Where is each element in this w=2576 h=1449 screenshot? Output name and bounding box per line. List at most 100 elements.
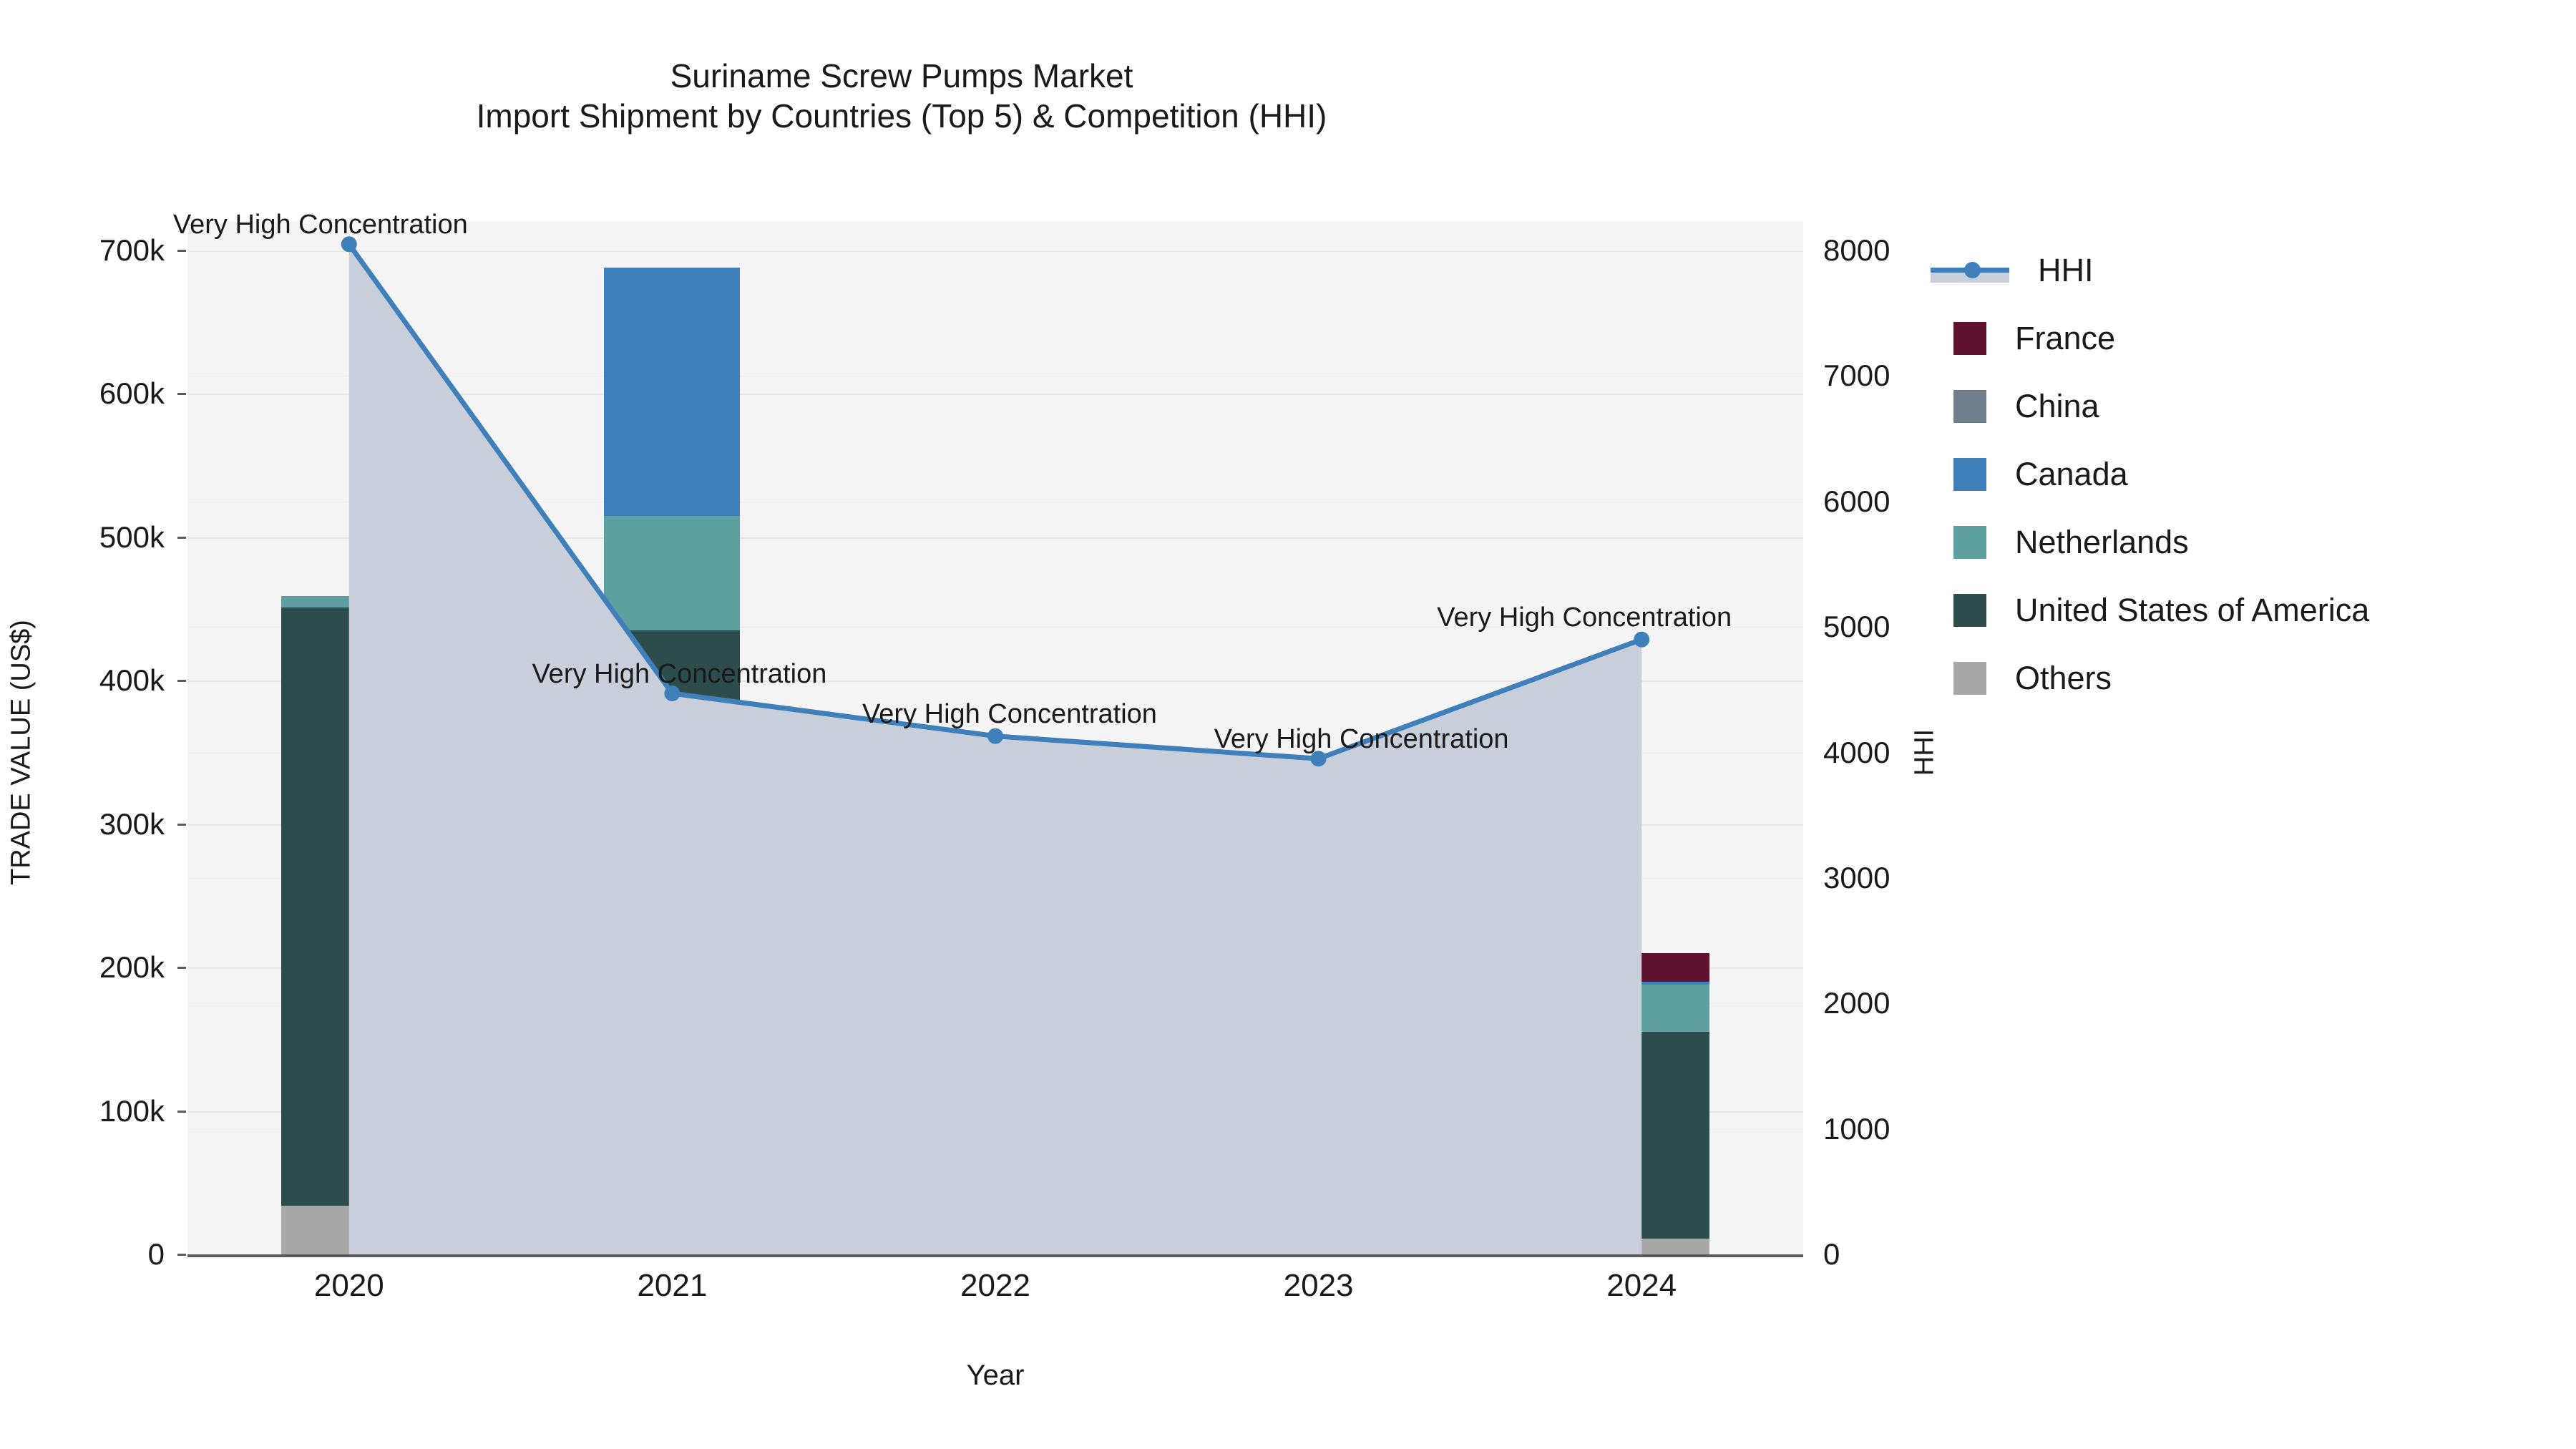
legend-item-label: Others bbox=[2015, 660, 2112, 696]
hhi-annotation: Very High Concentration bbox=[1437, 602, 1732, 633]
gridline-minor bbox=[187, 250, 1803, 251]
y-axis-right-title: HHI bbox=[1909, 728, 1940, 776]
x-axis-tick-label: 2022 bbox=[960, 1268, 1030, 1303]
x-axis-tick-label: 2020 bbox=[313, 1268, 384, 1303]
legend-item[interactable]: France bbox=[1953, 304, 2562, 372]
bar-segment[interactable] bbox=[280, 608, 417, 1206]
bar-stack[interactable] bbox=[1574, 953, 1710, 1254]
hhi-annotation: Very High Concentration bbox=[862, 698, 1157, 729]
bar-segment[interactable] bbox=[604, 515, 741, 631]
bar-segment[interactable] bbox=[604, 630, 741, 1236]
legend-color-swatch bbox=[1953, 525, 1986, 559]
y-axis-left-tick-mark bbox=[177, 536, 186, 539]
y-axis-right-tick-label: 7000 bbox=[1823, 358, 1890, 393]
y-axis-left-tick-label: 400k bbox=[99, 663, 165, 698]
gridline-major bbox=[187, 394, 1803, 396]
y-axis-left-tick-mark bbox=[177, 680, 186, 683]
legend-item-label: China bbox=[2015, 388, 2099, 424]
chart-title-line-2: Import Shipment by Countries (Top 5) & C… bbox=[476, 97, 1327, 135]
bar-segment[interactable] bbox=[1574, 982, 1710, 985]
legend-color-swatch bbox=[1953, 457, 1986, 491]
bar-segment[interactable] bbox=[280, 596, 417, 608]
gridline-major bbox=[187, 537, 1803, 539]
y-axis-left-tick-mark bbox=[177, 393, 186, 396]
hhi-marker[interactable] bbox=[1634, 631, 1650, 648]
bar-stack[interactable] bbox=[927, 962, 1063, 1254]
x-axis-tick-label: 2023 bbox=[1283, 1268, 1354, 1303]
x-axis-tick-label: 2021 bbox=[637, 1268, 708, 1303]
bar-segment[interactable] bbox=[1250, 966, 1387, 972]
x-axis-title: Year bbox=[966, 1360, 1025, 1391]
y-axis-right-tick-label: 8000 bbox=[1823, 233, 1890, 267]
y-axis-right-tick-label: 2000 bbox=[1823, 986, 1890, 1020]
legend-color-swatch bbox=[1953, 321, 1986, 355]
legend-item[interactable]: United States of America bbox=[1953, 576, 2562, 644]
gridline-minor bbox=[187, 877, 1803, 879]
gridline-major bbox=[187, 824, 1803, 826]
x-axis-line bbox=[187, 1254, 1803, 1257]
y-axis-right-tick-label: 1000 bbox=[1823, 1111, 1890, 1146]
legend-item[interactable]: Canada bbox=[1953, 440, 2562, 508]
legend-item[interactable]: China bbox=[1953, 372, 2562, 440]
legend-item-label: France bbox=[2015, 320, 2116, 356]
bar-stack[interactable] bbox=[280, 596, 417, 1254]
y-axis-left-tick-label: 200k bbox=[99, 950, 165, 985]
legend-line-marker-icon bbox=[1931, 254, 2009, 287]
y-axis-right-tick-label: 5000 bbox=[1823, 610, 1890, 644]
y-axis-left-tick-label: 500k bbox=[99, 519, 165, 554]
legend-item[interactable]: Netherlands bbox=[1953, 508, 2562, 576]
bar-segment[interactable] bbox=[604, 1235, 741, 1254]
legend-marker-dot bbox=[1964, 261, 1981, 278]
hhi-annotation: Very High Concentration bbox=[172, 210, 468, 240]
bar-segment[interactable] bbox=[927, 997, 1063, 1063]
bar-segment[interactable] bbox=[1574, 985, 1710, 1033]
legend-item-label: Netherlands bbox=[2015, 524, 2189, 560]
bar-stack[interactable] bbox=[604, 268, 741, 1254]
y-axis-left-tick-mark bbox=[177, 1254, 186, 1256]
legend-item-label: Canada bbox=[2015, 456, 2128, 492]
gridline-major bbox=[187, 680, 1803, 683]
y-axis-left-tick-label: 100k bbox=[99, 1093, 165, 1128]
chart-legend: HHI France China Canada Netherlands United St… bbox=[1931, 236, 2562, 712]
y-axis-left-title: TRADE VALUE (US$) bbox=[6, 620, 36, 885]
y-axis-left-tick-mark bbox=[177, 1110, 186, 1113]
legend-item-label: HHI bbox=[2038, 252, 2094, 288]
bar-segment[interactable] bbox=[1574, 1032, 1710, 1239]
y-axis-right-tick-label: 4000 bbox=[1823, 735, 1890, 769]
plot-area: Very High Concentration Very High Concent… bbox=[173, 210, 1803, 1256]
hhi-annotation: Very High Concentration bbox=[532, 659, 827, 690]
bar-segment[interactable] bbox=[1250, 1129, 1387, 1229]
x-axis-tick-label: 2024 bbox=[1606, 1268, 1677, 1303]
bar-segment[interactable] bbox=[604, 268, 741, 516]
y-axis-left-tick-label: 300k bbox=[99, 806, 165, 841]
chart-title-line-1: Suriname Screw Pumps Market bbox=[670, 57, 1133, 94]
y-axis-right-tick-label: 3000 bbox=[1823, 860, 1890, 894]
legend-color-swatch bbox=[1953, 389, 1986, 423]
bar-segment[interactable] bbox=[1574, 953, 1710, 982]
bar-segment[interactable] bbox=[1250, 1228, 1387, 1254]
hhi-marker[interactable] bbox=[987, 728, 1003, 744]
y-axis-right-tick-label: 0 bbox=[1823, 1237, 1840, 1271]
y-axis-left-tick-mark bbox=[177, 250, 186, 252]
y-axis-right-tick-label: 6000 bbox=[1823, 484, 1890, 518]
y-axis-left-tick-mark bbox=[177, 823, 186, 826]
bar-segment[interactable] bbox=[1250, 972, 1387, 1130]
bar-segment[interactable] bbox=[280, 1205, 417, 1254]
bar-stack[interactable] bbox=[1250, 966, 1387, 1254]
bar-segment[interactable] bbox=[1574, 1238, 1710, 1254]
legend-item[interactable]: HHI bbox=[1931, 236, 2562, 304]
bar-segment[interactable] bbox=[927, 1245, 1063, 1254]
y-axis-left-tick-mark bbox=[177, 967, 186, 970]
y-axis-left-tick-label: 0 bbox=[147, 1237, 165, 1271]
legend-item[interactable]: Others bbox=[1953, 644, 2562, 712]
y-axis-left-tick-label: 600k bbox=[99, 376, 165, 411]
y-axis-left-tick-label: 700k bbox=[99, 233, 165, 267]
legend-color-swatch bbox=[1953, 661, 1986, 695]
bar-segment[interactable] bbox=[927, 962, 1063, 998]
chart-title: Suriname Screw Pumps Market Import Shipm… bbox=[0, 56, 1803, 136]
hhi-annotation: Very High Concentration bbox=[1214, 724, 1509, 755]
legend-color-swatch bbox=[1953, 593, 1986, 627]
legend-item-label: United States of America bbox=[2015, 592, 2370, 628]
bar-segment[interactable] bbox=[927, 1062, 1063, 1246]
